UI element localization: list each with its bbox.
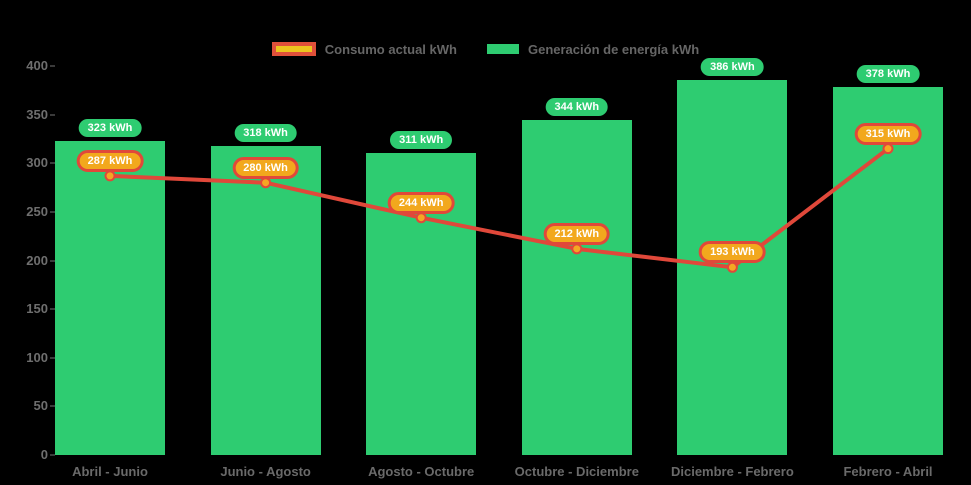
line-series-swatch-icon — [271, 42, 316, 56]
generacion-value-badge: 323 kWh — [78, 118, 142, 137]
generacion-value-badge: 311 kWh — [390, 130, 453, 149]
y-axis-tick-mark — [50, 405, 55, 408]
y-axis-tick-label: 300 — [26, 155, 48, 171]
x-axis-category-label: Octubre - Diciembre — [514, 464, 639, 479]
consumo-point[interactable] — [415, 212, 427, 224]
bar-generacion[interactable] — [55, 140, 165, 455]
consumo-value-badge: 244 kWh — [387, 191, 455, 214]
legend-label: Generación de energía kWh — [527, 41, 700, 57]
y-axis-tick-mark — [50, 259, 55, 262]
y-axis-tick-label: 50 — [33, 398, 48, 414]
y-axis-tick-mark — [50, 210, 55, 213]
y-axis-tick-mark — [50, 113, 55, 116]
consumo-value-badge: 212 kWh — [543, 222, 611, 245]
consumo-point[interactable] — [260, 177, 272, 189]
x-axis-category-label: Abril - Junio — [72, 464, 148, 479]
x-axis-category-label: Diciembre - Febrero — [670, 464, 794, 479]
consumo-value-badge: 287 kWh — [76, 149, 144, 172]
consumo-point[interactable] — [104, 170, 116, 182]
legend-item-consumo[interactable]: Consumo actual kWh — [271, 41, 457, 57]
y-axis-tick-label: 350 — [26, 106, 48, 122]
y-axis-tick-mark — [50, 356, 55, 359]
y-axis-tick-label: 400 — [26, 58, 48, 73]
y-axis-tick-label: 150 — [26, 301, 48, 317]
generacion-value-badge: 318 kWh — [234, 123, 297, 142]
consumo-value-badge: 193 kWh — [699, 241, 766, 264]
y-axis-tick-label: 200 — [26, 252, 48, 268]
bar-series-swatch-icon — [486, 44, 519, 54]
y-axis-tick-mark — [50, 162, 55, 165]
y-axis-tick-label: 250 — [26, 203, 48, 219]
consumo-point[interactable] — [726, 261, 738, 273]
consumo-value-badge: 280 kWh — [232, 156, 299, 179]
generacion-value-badge: 386 kWh — [701, 57, 764, 76]
y-axis-tick-label: 100 — [26, 349, 48, 365]
consumo-point[interactable] — [571, 243, 583, 255]
consumo-value-badge: 315 kWh — [854, 122, 922, 145]
consumo-line — [108, 146, 890, 270]
y-axis-tick-mark — [50, 308, 55, 311]
y-axis-tick-mark — [50, 65, 55, 67]
x-axis-category-label: Agosto - Octubre — [368, 464, 475, 479]
legend-label: Consumo actual kWh — [324, 41, 457, 57]
consumo-point[interactable] — [882, 143, 894, 155]
legend: Consumo actual kWh Generación de energía … — [0, 38, 971, 60]
bar-generacion[interactable] — [210, 145, 321, 455]
y-axis-tick-label: 0 — [40, 447, 48, 462]
x-axis-category-label: Junio - Agosto — [220, 464, 311, 479]
x-axis-category-label: Febrero - Abril — [843, 464, 933, 479]
legend-item-generacion[interactable]: Generación de energía kWh — [486, 41, 700, 57]
bar-generacion[interactable] — [521, 120, 632, 455]
y-axis-tick-mark — [50, 454, 55, 456]
generacion-value-badge: 378 kWh — [856, 65, 920, 84]
generacion-value-badge: 344 kWh — [545, 98, 609, 117]
